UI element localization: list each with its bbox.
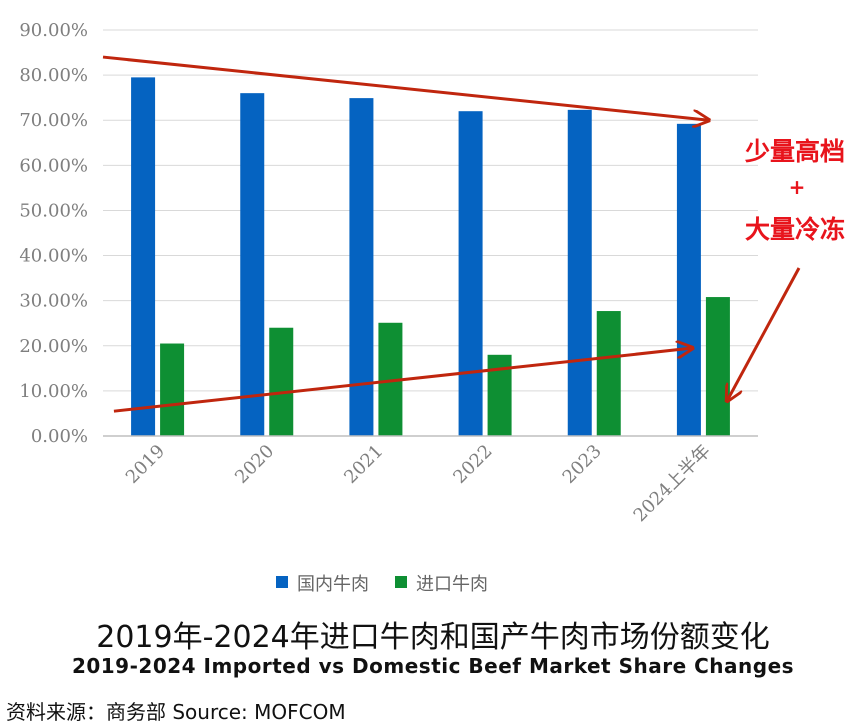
x-axis: 2019 2020 2021 2022 2023 2024上半年 [103,435,758,526]
x-tick-label: 2023 [559,441,606,488]
y-tick-label: 20.00% [19,336,88,357]
source-note: 资料来源：商务部 Source: MOFCOM [6,700,346,724]
bar-domestic [240,93,265,437]
bar-domestic [676,123,701,436]
x-tick-label: 2021 [340,441,387,488]
y-tick-label: 0.00% [31,426,88,447]
trend-arrow-imported [113,348,693,413]
bar-domestic [349,98,374,437]
legend-label-imported: 进口牛肉 [416,574,488,595]
bar-imported [160,343,185,436]
annotation-line3: 大量冷冻 [745,215,845,244]
legend-label-domestic: 国内牛肉 [297,574,369,595]
chart-title: 2019年-2024年进口牛肉和国产牛肉市场份额变化 [96,620,770,655]
y-tick-label: 40.00% [19,246,88,267]
bar-domestic [567,109,592,436]
x-tick-label: 2022 [449,441,496,488]
y-axis: 0.00% 10.00% 20.00% 30.00% 40.00% 50.00% 60.00… [19,20,88,447]
x-tick-label: 2024上半年 [630,441,715,526]
gridlines [103,29,758,392]
y-tick-label: 80.00% [19,65,88,86]
y-tick-label: 50.00% [19,200,88,221]
legend-swatch-imported [395,576,407,588]
bar-domestic [131,77,156,436]
annotation-line1: 少量高档 [744,137,845,166]
bar-domestic [458,111,483,436]
trend-arrows [102,55,709,413]
legend: 国内牛肉 进口牛肉 [276,574,488,595]
bar-imported [269,327,294,436]
chart-subtitle: 2019-2024 Imported vs Domestic Beef Mark… [71,654,795,678]
y-tick-label: 30.00% [19,291,88,312]
trend-arrow-domestic [102,55,709,120]
annotation-arrow [727,267,801,401]
y-tick-label: 70.00% [19,110,88,131]
y-tick-label: 90.00% [19,20,88,41]
y-tick-label: 60.00% [19,155,88,176]
legend-swatch-domestic [276,576,288,588]
bars [131,77,730,437]
x-tick-label: 2019 [122,441,169,488]
annotation-line2: + [789,175,806,199]
x-tick-label: 2020 [231,441,278,488]
y-tick-label: 10.00% [19,381,88,402]
annotation: 少量高档 + 大量冷冻 [727,137,845,401]
bar-imported [596,311,621,436]
bar-imported [705,297,730,436]
